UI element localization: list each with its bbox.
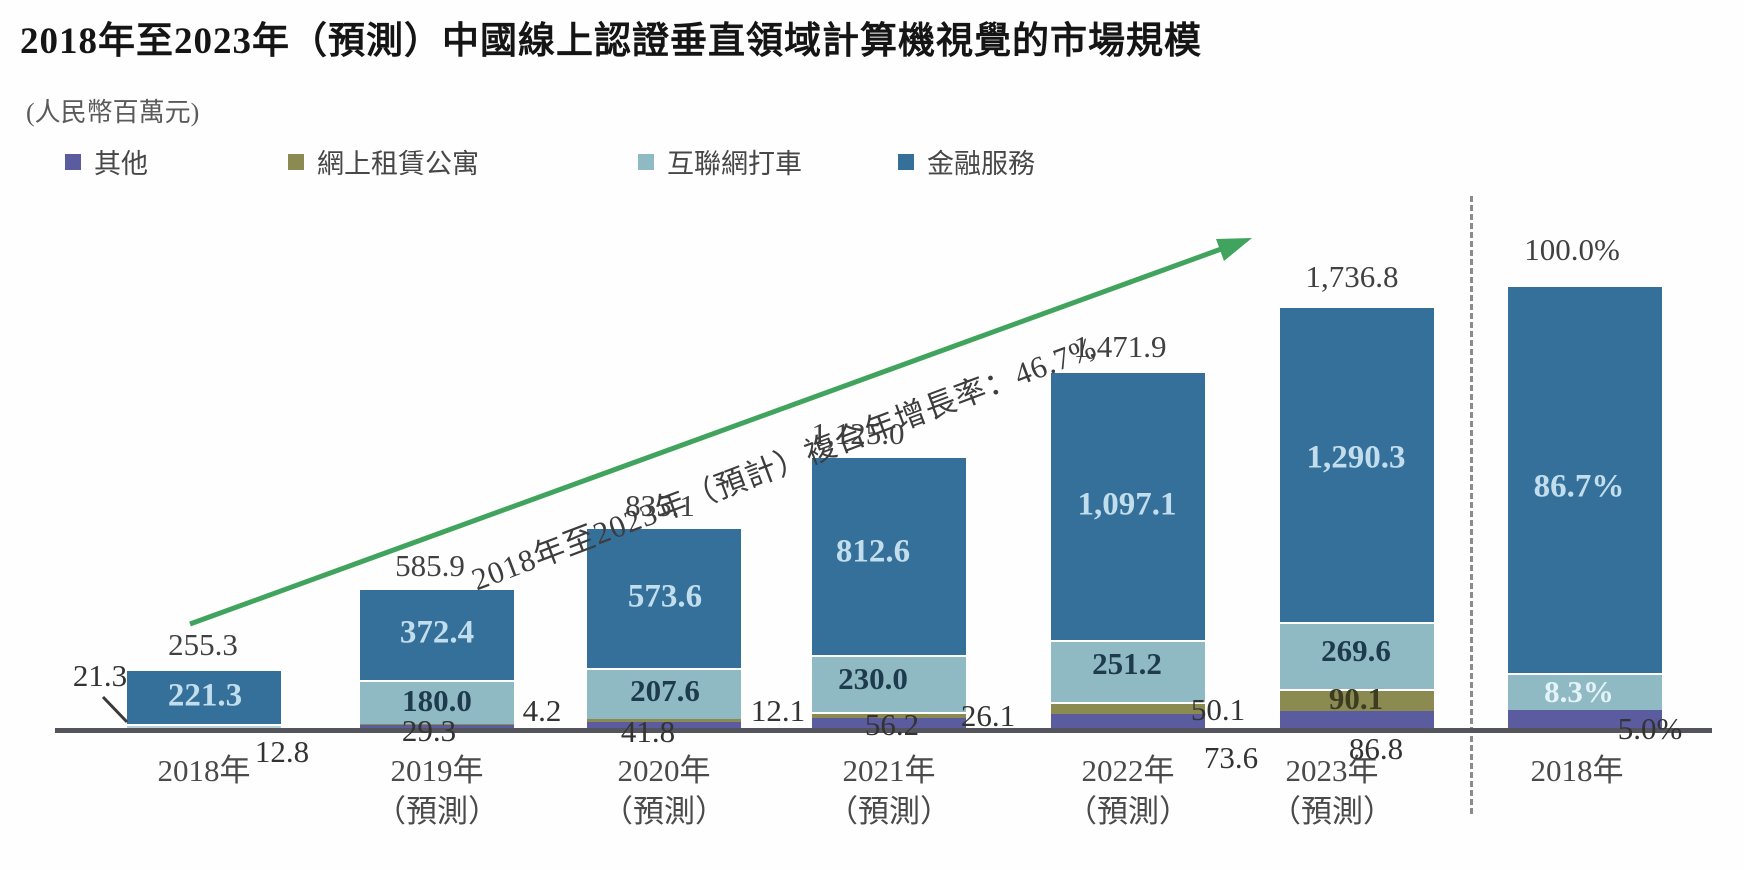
bar-2019年-segment-網上租賃公寓: [360, 723, 514, 725]
unit-label: (人民幣百萬元): [26, 98, 200, 127]
bar-2022年-segment-其他: [1051, 713, 1205, 732]
finance-value-label: 86.7%: [1533, 468, 1625, 505]
ride-hailing-value-label: 21.3: [72, 658, 128, 693]
rental-value-label: 12.1: [750, 693, 806, 728]
legend-swatch-rental: [288, 153, 304, 170]
bar-2022年-segment-網上租賃公寓: [1051, 701, 1205, 714]
ride-hailing-value-label: 8.3%: [1544, 674, 1614, 709]
x-axis-label-year: 2018年: [157, 753, 251, 788]
x-axis-label-forecast: （預測）: [1066, 794, 1190, 829]
finance-value-label: 812.6: [835, 533, 911, 570]
x-axis-label-year: 2022年: [1081, 753, 1175, 788]
total-label: 255.3: [168, 627, 238, 662]
bar-2020年-segment-其他: [587, 721, 741, 732]
legend-label: 其他: [94, 149, 148, 179]
callout-line-21-3: [101, 695, 129, 724]
bar-2020年-segment-互聯網打車: [587, 667, 741, 719]
legend: 其他 網上租賃公寓 互聯網打車 金融服務: [0, 142, 1744, 179]
x-axis-label-2: 2020年 （預測）: [602, 750, 726, 832]
other-value-label: 12.8: [254, 734, 310, 769]
bar-2023年-segment-網上租賃公寓: [1280, 688, 1434, 711]
rental-value-label: 90.1: [1328, 681, 1384, 716]
x-axis-label-year: 2018年: [1530, 753, 1624, 788]
x-axis-label-4: 2022年 （預測）: [1066, 750, 1190, 832]
ride-hailing-value-label: 230.0: [838, 661, 908, 696]
bar-2022年-segment-互聯網打車: [1051, 640, 1205, 702]
legend-label: 網上租賃公寓: [317, 149, 479, 179]
x-axis-label-forecast: （預測）: [827, 794, 951, 829]
x-axis-label-year: 2021年: [842, 753, 936, 788]
legend-item-ride-hailing: 互聯網打車: [638, 142, 802, 181]
bar-2018年-segment-金融服務: [127, 669, 281, 724]
other-value-label: 41.8: [620, 714, 676, 749]
bar-2018年-segment-互聯網打車: [1508, 672, 1662, 710]
legend-item-finance: 金融服務: [898, 142, 1035, 181]
x-axis-label-year: 2019年: [390, 753, 484, 788]
bar-2020年-segment-網上租賃公寓: [587, 718, 741, 722]
page-title: 2018年至2023年（預測）中國線上認證垂直領域計算機視覺的市場規模: [20, 21, 1202, 62]
bar-2023年-segment-其他: [1280, 710, 1434, 732]
legend-swatch-ride-hailing: [638, 153, 654, 170]
x-axis-label-0: 2018年: [158, 750, 251, 791]
bar-2023年-segment-互聯網打車: [1280, 622, 1434, 689]
bar-2018年-segment-金融服務: [1508, 285, 1662, 673]
x-axis-label-forecast: （預測）: [602, 794, 726, 829]
dashed-divider-line: [1470, 196, 1473, 814]
x-axis-line: [55, 728, 1712, 733]
finance-value-label: 221.3: [167, 677, 243, 714]
total-label: 1,736.8: [1305, 259, 1399, 294]
other-value-label: 5.0%: [1617, 711, 1683, 746]
total-label: 100.0%: [1524, 232, 1620, 267]
x-axis-label-5: 2023年 （預測）: [1270, 750, 1394, 832]
bar-2023年-segment-金融服務: [1280, 305, 1434, 623]
bar-2021年-segment-互聯網打車: [812, 655, 966, 712]
x-axis-label-year: 2020年: [617, 753, 711, 788]
ride-hailing-value-label: 180.0: [402, 683, 472, 718]
rental-value-label: 4.2: [522, 693, 562, 728]
other-value-label: 86.8: [1348, 731, 1404, 766]
ride-hailing-value-label: 269.6: [1321, 633, 1391, 668]
x-axis-label-3: 2021年 （預測）: [827, 750, 951, 832]
other-value-label: 73.6: [1203, 740, 1259, 775]
ride-hailing-value-label: 251.2: [1092, 646, 1162, 681]
rental-value-label: 50.1: [1190, 692, 1246, 727]
finance-value-label: 1,290.3: [1306, 439, 1406, 476]
legend-label: 金融服務: [927, 149, 1035, 179]
legend-label: 互聯網打車: [667, 149, 802, 179]
x-axis-label-1: 2019年 （預測）: [375, 750, 499, 832]
finance-value-label: 573.6: [627, 578, 703, 615]
x-axis-label-year: 2023年: [1285, 753, 1379, 788]
x-axis-label-6: 2018年: [1531, 750, 1624, 791]
x-axis-label-forecast: （預測）: [1270, 794, 1394, 829]
legend-swatch-other: [65, 153, 81, 170]
x-axis-label-forecast: （預測）: [375, 794, 499, 829]
bar-2021年-segment-網上租賃公寓: [812, 711, 966, 719]
other-value-label: 56.2: [864, 707, 920, 742]
ride-hailing-value-label: 207.6: [630, 673, 700, 708]
bar-2018年-segment-其他: [1508, 709, 1662, 732]
finance-value-label: 1,097.1: [1077, 486, 1177, 523]
legend-item-other: 其他: [65, 142, 148, 181]
other-value-label: 29.3: [401, 713, 457, 748]
rental-value-label: 26.1: [960, 698, 1016, 733]
arrow-head-icon: [1216, 238, 1252, 261]
bar-2019年-segment-互聯網打車: [360, 679, 514, 724]
bar-2018年-segment-互聯網打車: [127, 723, 281, 729]
legend-swatch-finance: [898, 153, 914, 170]
legend-item-rental: 網上租賃公寓: [288, 142, 479, 181]
